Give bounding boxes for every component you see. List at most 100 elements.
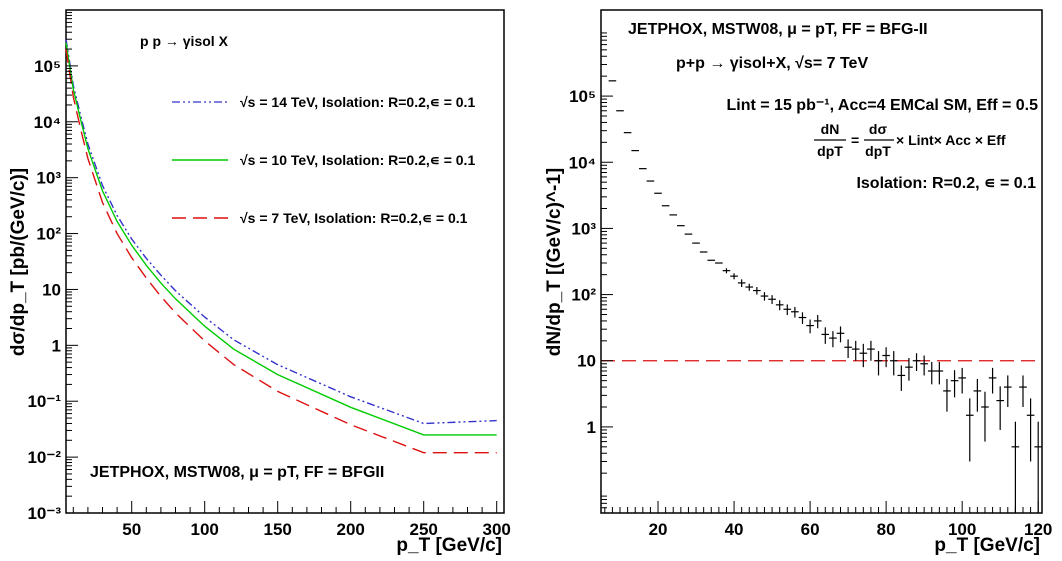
right-formula: dN dpT = dσ dpT × Lint× Acc × Eff [814, 121, 1006, 159]
left-process-label: p p → γisol X [140, 33, 229, 49]
data-point [874, 351, 883, 376]
right-x-axis-title: p_T [GeV/c] [934, 535, 1040, 556]
legend-label-7tev: √s = 7 TeV, Isolation: R=0.2,∊ = 0.1 [240, 210, 468, 226]
data-point [1034, 421, 1042, 513]
left-x-tick-label: 200 [337, 520, 365, 539]
right-y-tick-label: 10⁵ [569, 87, 596, 106]
formula-rhs-denominator: dpT [865, 143, 891, 159]
curve-series-0 [65, 39, 497, 425]
data-point [988, 367, 997, 394]
left-y-tick-label: 1 [52, 336, 61, 355]
left-y-tick-label: 10⁻² [27, 448, 61, 467]
data-point [753, 287, 761, 295]
right-y-tick-label: 10² [571, 286, 596, 305]
left-curves [65, 39, 497, 454]
data-point [905, 358, 913, 381]
data-point [722, 268, 731, 274]
data-point [745, 283, 754, 291]
right-y-tick-label: 10 [577, 352, 596, 371]
right-isolation-label: Isolation: R=0.2, ∊ = 0.1 [856, 175, 1036, 192]
left-x-ticks: 50 100 150 200 250 300 [72, 501, 511, 539]
formula-tail: × Lint× Acc × Eff [896, 132, 1006, 148]
left-x-axis-title: p_T [GeV/c] [396, 535, 502, 556]
data-point [836, 326, 845, 343]
data-point [958, 367, 966, 394]
data-point [882, 347, 890, 368]
data-point [821, 327, 830, 344]
left-y-tick-label: 10⁵ [34, 57, 61, 76]
data-point [760, 292, 769, 301]
data-point [1026, 398, 1035, 462]
left-x-tick-label: 100 [191, 520, 219, 539]
right-x-ticks: 20 40 60 80 100 120 [604, 501, 1052, 539]
left-y-tick-label: 10² [36, 225, 61, 244]
right-x-tick-label: 100 [948, 520, 976, 539]
right-data-points [608, 80, 1042, 513]
right-panel: 20 40 60 80 100 120 1 10 10² 10³ 10⁴ 10⁵ dN/dp_T [… [544, 9, 1052, 556]
left-x-tick-label: 300 [483, 520, 511, 539]
data-point [996, 386, 1004, 430]
left-y-tick-label: 10⁴ [34, 113, 61, 132]
left-y-tick-label: 10³ [36, 169, 61, 188]
data-point [935, 361, 944, 385]
data-point [806, 319, 814, 334]
data-point [1011, 421, 1020, 513]
right-process-label: p+p → γisol+X, √s= 7 TeV [676, 55, 868, 72]
right-x-tick-label: 60 [801, 520, 820, 539]
right-x-tick-label: 120 [1024, 520, 1052, 539]
data-point [927, 361, 936, 385]
data-point [920, 355, 928, 376]
left-y-tick-label: 10 [42, 280, 61, 299]
right-x-tick-label: 80 [877, 520, 896, 539]
left-panel: 50 100 150 200 250 300 10⁻³10⁻²10⁻¹11010²10³1… [8, 9, 511, 556]
left-y-tick-label: 10⁻³ [27, 504, 61, 523]
formula-rhs-numerator: dσ [869, 121, 888, 137]
left-legend: √s = 14 TeV, Isolation: R=0.2,∊ = 0.1 √s… [172, 94, 475, 226]
data-point [791, 306, 799, 318]
left-annotation: JETPHOX, MSTW08, μ = pT, FF = BFGII [90, 464, 384, 481]
data-point [798, 312, 807, 324]
data-point [965, 398, 974, 462]
right-y-tick-label: 10⁴ [569, 153, 596, 172]
data-point [897, 365, 906, 391]
left-plot-frame [65, 9, 505, 514]
legend-label-10tev: √s = 10 TeV, Isolation: R=0.2,∊ = 0.1 [240, 152, 475, 168]
data-point [1003, 375, 1012, 407]
data-point [730, 273, 738, 280]
right-y-axis-title: dN/dp_T [(GeV/c)^-1] [544, 168, 565, 356]
data-point [981, 391, 989, 442]
right-y-ticks: 1 10 10² 10³ 10⁴ 10⁵ [569, 32, 613, 509]
right-x-tick-label: 20 [649, 520, 668, 539]
right-header: JETPHOX, MSTW08, μ = pT, FF = BFG-II [628, 21, 928, 38]
formula-equals: = [851, 132, 859, 148]
curve-series-1 [65, 42, 497, 436]
left-x-tick-label: 250 [410, 520, 438, 539]
formula-lhs-numerator: dN [821, 121, 840, 137]
data-point [973, 378, 982, 412]
data-point [775, 300, 784, 311]
data-point [844, 339, 852, 359]
right-plot-frame [600, 9, 1043, 514]
data-point [867, 340, 875, 361]
left-x-tick-label: 150 [264, 520, 292, 539]
data-point [829, 331, 837, 348]
left-y-tick-label: 10⁻¹ [27, 392, 61, 411]
data-point [859, 343, 868, 368]
data-point [851, 340, 860, 361]
left-y-ticks: 10⁻³ 10⁻² 10⁻¹ 1 10 10² 10³ 10⁴ 10⁵ [27, 12, 78, 523]
right-x-tick-label: 40 [725, 520, 744, 539]
data-point [943, 378, 951, 412]
data-point [768, 295, 776, 305]
right-y-tick-label: 10³ [571, 219, 596, 238]
data-point [783, 304, 792, 316]
formula-lhs-denominator: dpT [817, 143, 843, 159]
left-x-tick-label: 50 [122, 520, 141, 539]
legend-label-14tev: √s = 14 TeV, Isolation: R=0.2,∊ = 0.1 [240, 94, 475, 110]
curve-series-2 [65, 48, 497, 454]
data-point [950, 370, 959, 398]
right-y-tick-label: 1 [587, 418, 596, 437]
data-point [1019, 375, 1027, 407]
data-point [813, 315, 822, 329]
left-y-axis-title: dσ/dp_T [pb/(GeV/c)] [8, 168, 29, 356]
